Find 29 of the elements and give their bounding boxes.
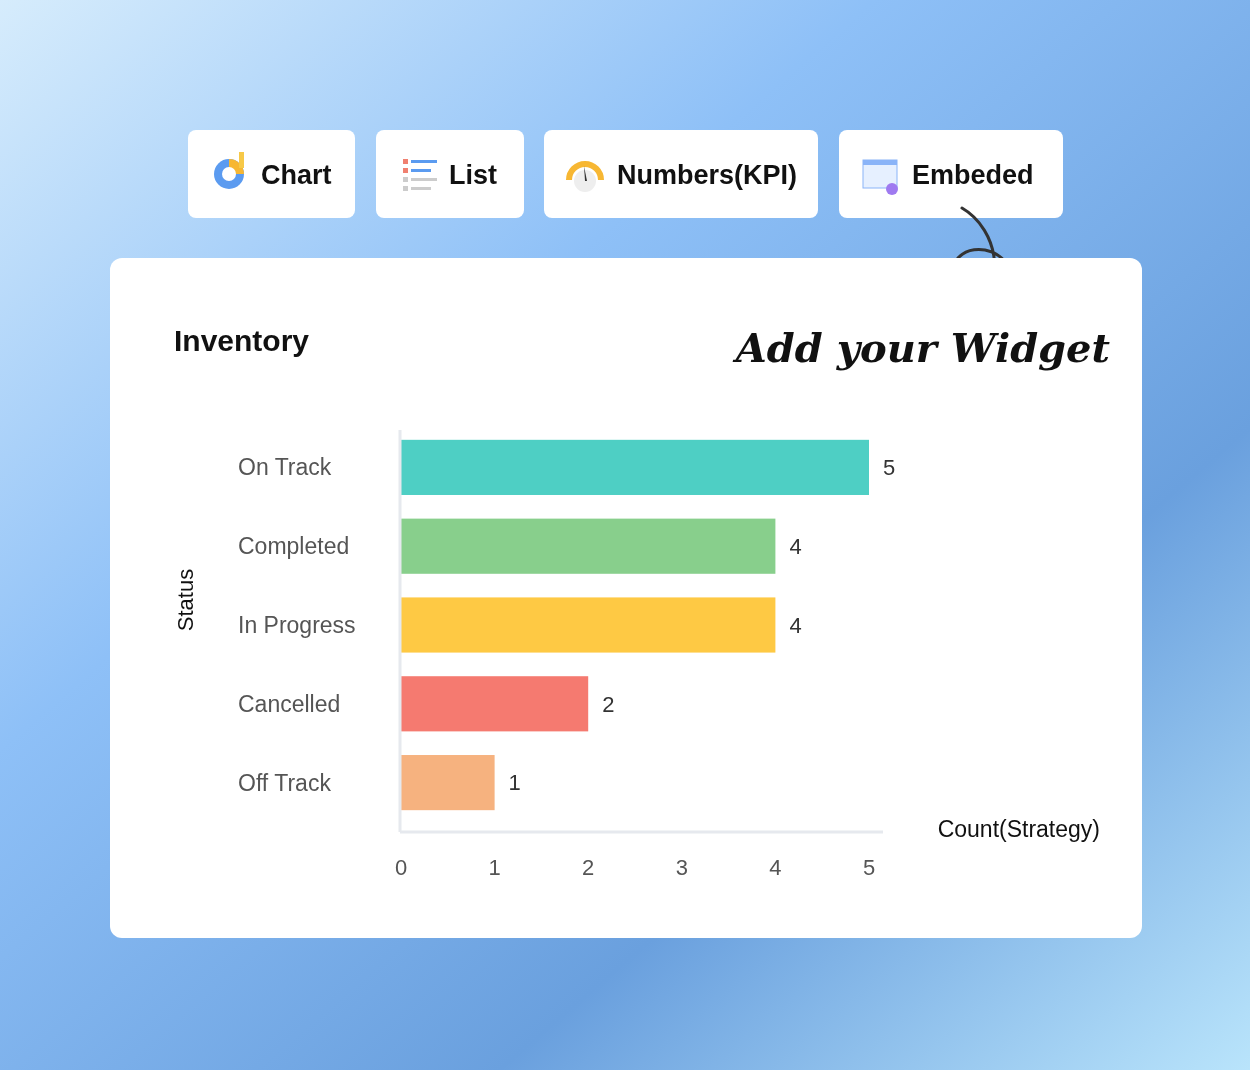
- y-tick-label: Off Track: [238, 769, 332, 796]
- x-tick-label: 0: [394, 855, 408, 880]
- text: Chart: [261, 160, 332, 190]
- text: List: [449, 160, 498, 190]
- x-tick-label: 1: [488, 855, 501, 880]
- y-tick-label: Cancelled: [238, 690, 341, 717]
- y-axis-title: Status: [173, 568, 198, 632]
- y-tick-label: On Track: [238, 454, 332, 481]
- bar: [401, 755, 495, 811]
- text: Add your Widget: [731, 324, 1111, 371]
- text: Numbers(KPI): [617, 160, 798, 190]
- y-tick-label: In Progress: [238, 612, 356, 639]
- bar: [401, 597, 776, 653]
- x-tick-label: 2: [582, 855, 595, 880]
- data-label: 4: [789, 533, 802, 559]
- chart-title: Inventory: [174, 324, 310, 357]
- data-label: 5: [883, 455, 896, 481]
- bar: [401, 518, 776, 574]
- x-axis-title: Count(Strategy): [937, 816, 1100, 842]
- data-label: 4: [789, 612, 802, 638]
- bar: [401, 439, 869, 495]
- data-label: 2: [602, 691, 615, 717]
- text: Embeded: [912, 160, 1034, 190]
- x-tick-label: 4: [769, 855, 782, 880]
- bar: [401, 676, 589, 732]
- y-tick-label: Completed: [238, 533, 350, 560]
- data-label: 1: [508, 770, 521, 796]
- x-tick-label: 5: [862, 855, 876, 880]
- x-tick-label: 3: [675, 855, 688, 880]
